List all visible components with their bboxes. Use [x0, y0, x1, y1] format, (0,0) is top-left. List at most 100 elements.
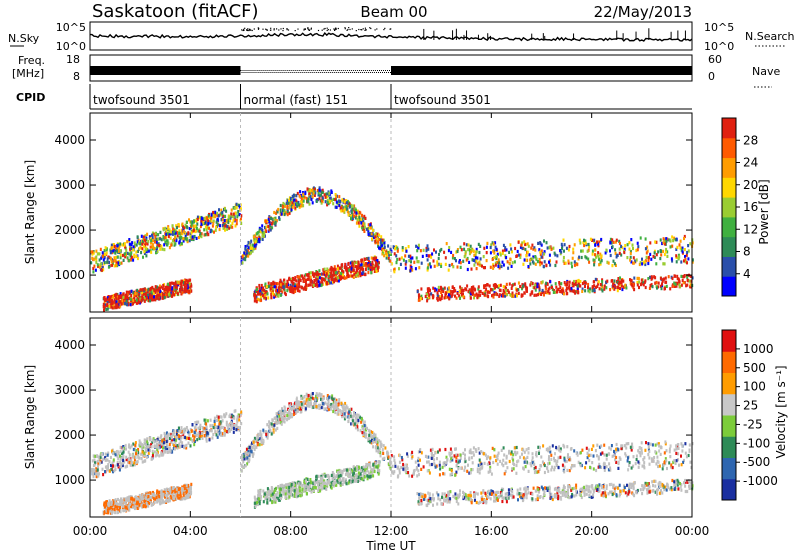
scatter-cell [458, 294, 461, 298]
scatter-cell [140, 457, 143, 461]
scatter-cell [165, 227, 168, 231]
scatter-cell [142, 287, 145, 292]
scatter-cell [544, 283, 547, 287]
scatter-cell [553, 465, 556, 469]
scatter-cell [188, 289, 191, 294]
freq-label-line1: Freq. [18, 54, 45, 67]
scatter-cell [472, 285, 475, 289]
scatter-cell [401, 248, 404, 252]
scatter-cell [593, 263, 596, 267]
scatter-cell [163, 243, 166, 247]
scatter-cell [494, 241, 497, 245]
scatter-cell [250, 239, 253, 243]
scatter-cell [473, 296, 475, 300]
scatter-cell [451, 285, 454, 289]
scatter-cell [307, 274, 310, 278]
scatter-cell [581, 287, 584, 291]
scatter-cell [203, 228, 206, 232]
scatter-cell [665, 249, 667, 253]
scatter-cell [324, 274, 327, 278]
scatter-cell [498, 260, 501, 264]
scatter-cell [279, 483, 282, 488]
scatter-cell [364, 216, 367, 220]
scatter-cell [350, 267, 353, 271]
freq-dot [267, 72, 269, 73]
scatter-cell [608, 462, 611, 466]
scatter-cell [119, 256, 122, 260]
scatter-cell [294, 289, 297, 293]
scatter-cell [575, 451, 578, 456]
cpid-segment-label: normal (fast) 151 [244, 93, 348, 107]
scatter-cell [583, 280, 586, 284]
scatter-cell [182, 281, 185, 285]
scatter-cell [666, 250, 669, 254]
scatter-cell [240, 221, 243, 225]
scatter-cell [232, 219, 235, 223]
scatter-cell [149, 299, 152, 303]
scatter-cell [398, 257, 401, 261]
scatter-cell [562, 289, 565, 293]
freq-dot [280, 70, 282, 71]
scatter-cell [663, 239, 666, 243]
scatter-cell [156, 246, 159, 250]
scatter-cell [599, 262, 602, 266]
scatter-cell [166, 289, 169, 293]
scatter-cell [371, 470, 374, 474]
scatter-cell [489, 251, 492, 255]
scatter-cell [483, 461, 486, 465]
cpid-panel: CPID twofsound 3501 normal (fast) 151 twof… [16, 84, 692, 110]
scatter-cell [627, 484, 630, 488]
scatter-cell [675, 254, 678, 258]
colorbar-tick-label: 24 [743, 156, 758, 170]
noise-dot [282, 30, 284, 32]
scatter-cell [255, 300, 258, 304]
scatter-cell [516, 460, 519, 464]
scatter-cell [548, 286, 551, 290]
scatter-cell [185, 285, 188, 289]
scatter-cell [589, 287, 591, 291]
freq-dot [374, 70, 376, 71]
scatter-cell [436, 296, 439, 300]
scatter-cell [329, 275, 332, 279]
scatter-cell [351, 214, 354, 218]
scatter-cell [494, 261, 497, 265]
scatter-cell [343, 276, 346, 280]
scatter-cell [659, 257, 662, 261]
scatter-cell [386, 454, 389, 458]
scatter-cell [470, 468, 473, 472]
scatter-cell [149, 293, 152, 297]
scatter-cell [382, 238, 385, 242]
scatter-cell [292, 276, 294, 281]
scatter-cell [115, 255, 118, 259]
noise-dot [308, 28, 310, 30]
noise-dot [349, 28, 351, 31]
scatter-cell [189, 282, 192, 286]
scatter-cell [379, 241, 382, 245]
scatter-cell [615, 255, 618, 259]
scatter-cell [295, 199, 298, 203]
scatter-cell [216, 222, 219, 227]
scatter-cell [574, 291, 577, 295]
scatter-cell [680, 463, 683, 467]
scatter-cell [454, 473, 457, 477]
scatter-cell [377, 244, 380, 248]
scatter-cell [589, 237, 592, 241]
scatter-cell [167, 450, 170, 454]
scatter-cell [609, 253, 612, 258]
scatter-cell [545, 263, 548, 267]
scatter-cell [439, 467, 442, 471]
scatter-cell [678, 282, 681, 287]
scatter-cell [402, 258, 405, 262]
scatter-cell [387, 455, 390, 459]
scatter-cell [639, 236, 642, 240]
scatter-cell [545, 281, 548, 285]
scatter-cell [684, 480, 687, 484]
scatter-cell [103, 249, 106, 253]
scatter-cell [579, 451, 582, 455]
scatter-cell [332, 197, 335, 201]
scatter-cell [420, 467, 423, 471]
scatter-cell [285, 201, 288, 205]
scatter-cell [244, 258, 247, 262]
scatter-cell [307, 197, 310, 201]
